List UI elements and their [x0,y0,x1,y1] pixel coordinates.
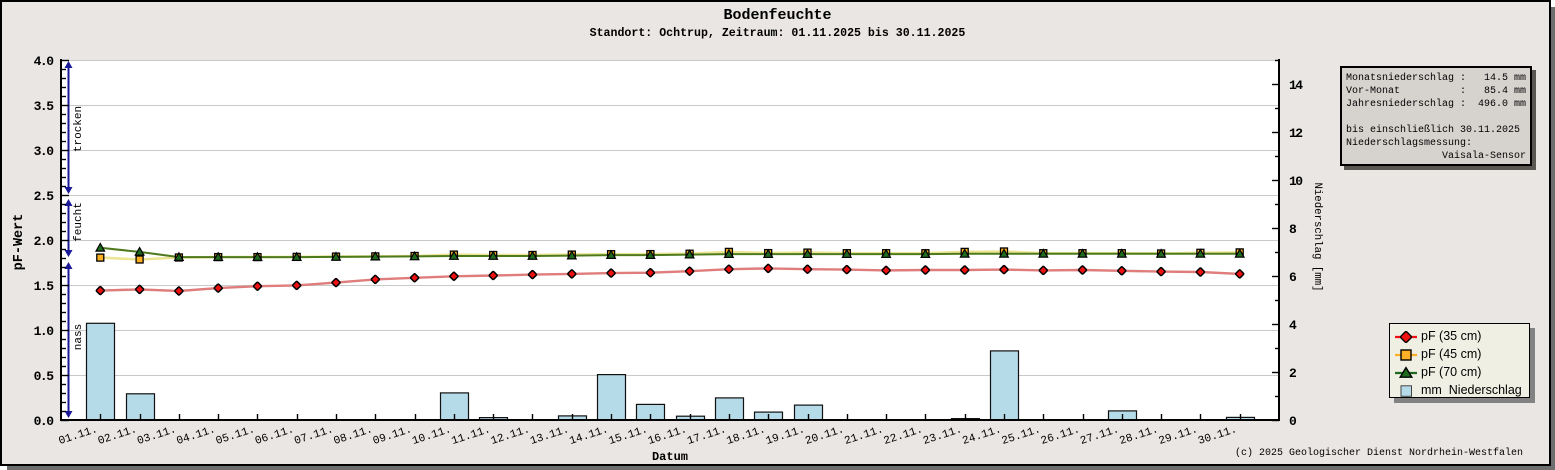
svg-text:23.11.: 23.11. [922,424,964,448]
svg-text:21.11.: 21.11. [843,424,885,448]
svg-text:0.0: 0.0 [34,414,55,429]
svg-text:02.11.: 02.11. [97,424,139,448]
svg-text:24.11.: 24.11. [961,424,1003,448]
svg-text:10: 10 [1289,174,1303,189]
svg-text:29.11.: 29.11. [1157,424,1199,448]
svg-text:4: 4 [1289,318,1297,333]
svg-text:3.0: 3.0 [34,144,55,159]
svg-text:8: 8 [1289,222,1297,237]
svg-text:28.11.: 28.11. [1118,424,1160,448]
svg-text:18.11.: 18.11. [725,424,767,448]
svg-text:22.11.: 22.11. [882,424,924,448]
svg-text:10.11.: 10.11. [411,424,453,448]
svg-text:1.0: 1.0 [34,324,55,339]
svg-text:2: 2 [1289,366,1297,381]
svg-text:Niederschlag [mm]: Niederschlag [mm] [1311,182,1323,291]
svg-text:16.11.: 16.11. [647,424,689,448]
svg-text:30.11.: 30.11. [1197,424,1239,448]
svg-text:17.11.: 17.11. [686,424,728,448]
svg-text:25.11.: 25.11. [1000,424,1042,448]
svg-text:06.11.: 06.11. [254,424,296,448]
svg-text:04.11.: 04.11. [175,424,217,448]
svg-text:3.5: 3.5 [34,99,55,114]
svg-text:26.11.: 26.11. [1040,424,1082,448]
svg-text:08.11.: 08.11. [332,424,374,448]
svg-text:13.11.: 13.11. [529,424,571,448]
svg-text:4.0: 4.0 [34,54,55,69]
svg-text:20.11.: 20.11. [804,424,846,448]
svg-text:11.11.: 11.11. [450,424,492,448]
svg-text:14.11.: 14.11. [568,424,610,448]
svg-text:6: 6 [1289,270,1297,285]
svg-text:2.5: 2.5 [34,189,55,204]
svg-text:09.11.: 09.11. [372,424,414,448]
svg-text:pF-Wert: pF-Wert [12,214,27,271]
svg-text:19.11.: 19.11. [765,424,807,448]
svg-text:01.11.: 01.11. [57,424,99,448]
svg-text:trocken: trocken [73,106,85,152]
svg-text:feucht: feucht [73,202,85,242]
svg-text:nass: nass [73,324,85,350]
svg-text:12: 12 [1289,126,1303,141]
svg-text:0.5: 0.5 [34,369,55,384]
svg-text:03.11.: 03.11. [136,424,178,448]
svg-text:07.11.: 07.11. [293,424,335,448]
svg-text:05.11.: 05.11. [215,424,257,448]
svg-text:2.0: 2.0 [34,234,55,249]
svg-text:12.11.: 12.11. [490,424,532,448]
svg-text:27.11.: 27.11. [1079,424,1121,448]
svg-text:15.11.: 15.11. [607,424,649,448]
svg-text:0: 0 [1289,414,1297,429]
svg-text:14: 14 [1289,78,1303,93]
svg-text:1.5: 1.5 [34,279,55,294]
